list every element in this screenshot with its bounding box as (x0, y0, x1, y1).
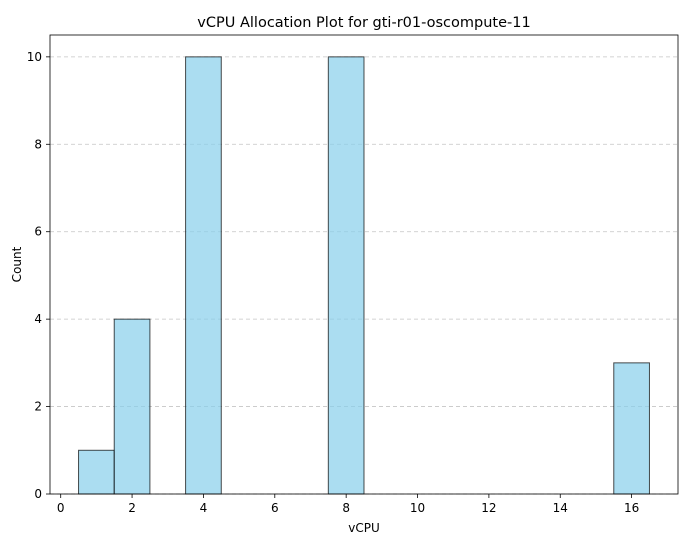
chart-title: vCPU Allocation Plot for gti-r01-oscompu… (197, 15, 530, 31)
x-tick-label: 10 (410, 501, 425, 515)
histogram-bar (78, 449, 115, 495)
x-tick-label: 0 (57, 501, 65, 515)
y-tick-label: 4 (34, 312, 42, 326)
x-tick-label: 12 (481, 501, 496, 515)
x-tick-label: 4 (200, 501, 208, 515)
x-tick-label: 8 (342, 501, 350, 515)
histogram-bar (327, 56, 365, 495)
y-axis-ticks: 0 2 4 6 8 10 (27, 50, 50, 501)
y-axis-label: Count (10, 246, 24, 282)
y-tick-label: 10 (27, 50, 42, 64)
x-tick-label: 14 (553, 501, 568, 515)
y-tick-label: 2 (34, 400, 42, 414)
x-axis-label: vCPU (348, 521, 380, 535)
x-axis-ticks: 0 2 4 6 8 10 12 14 16 (57, 494, 639, 515)
x-tick-label: 6 (271, 501, 279, 515)
y-tick-label: 6 (34, 225, 42, 239)
y-tick-label: 0 (34, 487, 42, 501)
histogram-bar (185, 56, 222, 495)
x-tick-label: 2 (128, 501, 136, 515)
axes-frame (49, 34, 679, 495)
histogram-bar (113, 318, 151, 495)
bars (78, 56, 650, 495)
y-tick-label: 8 (34, 137, 42, 151)
x-tick-label: 16 (624, 501, 639, 515)
histogram-bar (613, 362, 650, 495)
